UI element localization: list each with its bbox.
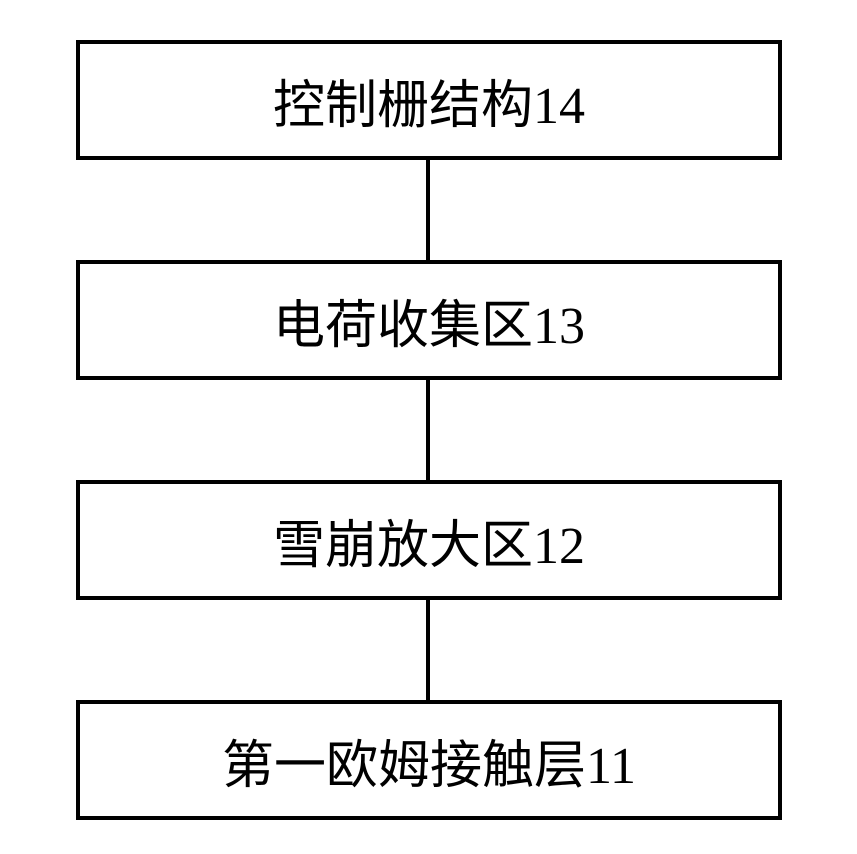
connector-13-12	[426, 380, 430, 480]
box-control-gate-structure: 控制栅结构14	[76, 40, 782, 160]
flowchart-diagram: 控制栅结构14 电荷收集区13 雪崩放大区12 第一欧姆接触层11	[0, 0, 857, 854]
box-first-ohmic-contact-layer: 第一欧姆接触层11	[76, 700, 782, 820]
box-charge-collection-region: 电荷收集区13	[76, 260, 782, 380]
box-label: 电荷收集区13	[273, 283, 585, 358]
connector-14-13	[426, 160, 430, 260]
connector-12-11	[426, 600, 430, 700]
box-label: 第一欧姆接触层11	[222, 723, 636, 798]
box-label: 控制栅结构14	[273, 63, 585, 138]
box-avalanche-amplification-region: 雪崩放大区12	[76, 480, 782, 600]
box-label: 雪崩放大区12	[273, 503, 585, 578]
